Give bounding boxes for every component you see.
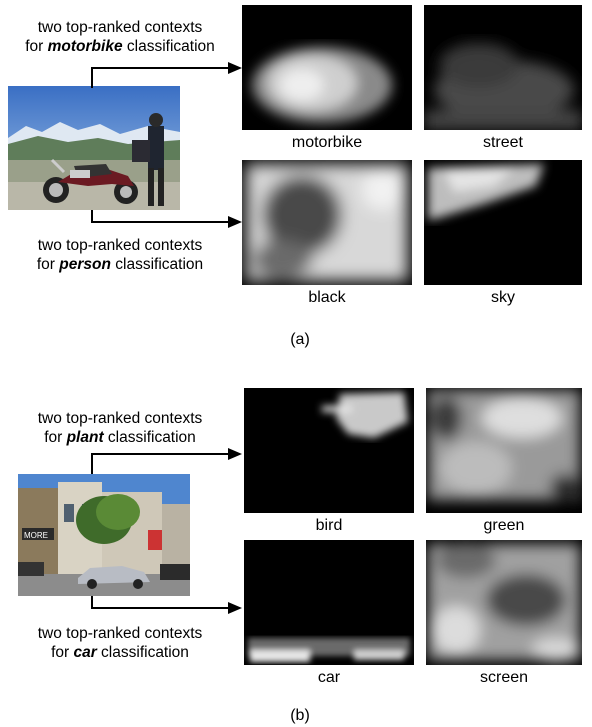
context-map-green: [426, 388, 582, 513]
arrow-top-b: [91, 448, 242, 474]
context-map-screen: [426, 540, 582, 665]
map-label-sky: sky: [491, 289, 515, 306]
context-map-motorbike: [242, 5, 412, 130]
arrow-bottom-b: [91, 596, 242, 614]
context-map-sky: [424, 160, 582, 285]
photo-street-scene: MORE: [18, 474, 190, 596]
arrow-bottom-a: [91, 210, 242, 228]
map-label-car: car: [317, 669, 341, 686]
map-label-motorbike: motorbike: [291, 134, 363, 151]
photo-motorbike-person: [8, 86, 180, 210]
map-label-street: street: [482, 134, 523, 151]
context-map-car: [244, 540, 414, 665]
context-map-bird: [244, 388, 414, 513]
context-text-person: two top-ranked contexts for person class…: [36, 237, 204, 273]
context-text-plant: two top-ranked contexts for plant classi…: [37, 410, 203, 446]
subfigure-label-a: (a): [290, 331, 310, 348]
context-map-street: [424, 5, 582, 130]
subfigure-label-b: (b): [290, 707, 310, 724]
arrow-top-a: [91, 62, 242, 88]
map-label-bird: bird: [315, 517, 343, 534]
context-text-motorbike: two top-ranked contexts for motorbike cl…: [25, 19, 215, 55]
context-map-black: [242, 160, 412, 285]
map-label-green: green: [483, 517, 525, 534]
map-label-screen: screen: [479, 669, 529, 686]
store-sign: MORE: [24, 531, 48, 540]
map-label-black: black: [308, 289, 346, 306]
context-text-car: two top-ranked contexts for car classifi…: [37, 625, 203, 661]
